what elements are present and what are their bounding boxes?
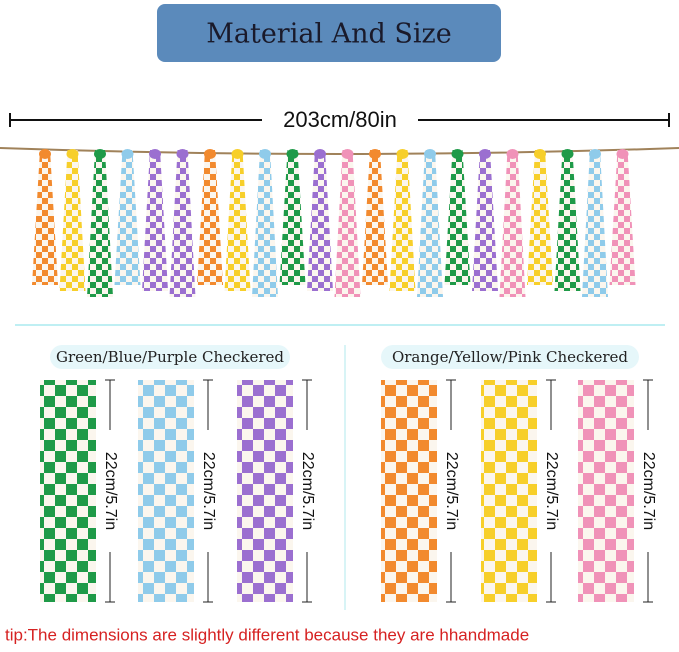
knot bbox=[66, 149, 79, 159]
knot bbox=[314, 149, 326, 159]
knot bbox=[396, 149, 409, 159]
knot bbox=[231, 149, 244, 159]
group-label-box bbox=[381, 345, 639, 369]
width-dimension bbox=[9, 113, 670, 127]
knot bbox=[589, 149, 601, 159]
tassel bbox=[252, 150, 278, 297]
tip: tip:The dimensions are slightly differen… bbox=[5, 625, 529, 644]
strip-size: 22cm/5.7in bbox=[200, 452, 217, 530]
title: Material And Size bbox=[206, 19, 452, 50]
tassel bbox=[499, 150, 526, 297]
knot bbox=[259, 149, 271, 159]
tassel bbox=[472, 150, 498, 291]
knot bbox=[149, 149, 161, 159]
garland bbox=[32, 149, 636, 297]
strip bbox=[138, 380, 194, 602]
tassel bbox=[87, 150, 113, 297]
strip bbox=[381, 380, 437, 602]
tassel bbox=[582, 150, 608, 297]
tassel bbox=[554, 150, 581, 291]
knot bbox=[286, 149, 299, 159]
width-label: 203cm/80in bbox=[283, 107, 397, 132]
knot bbox=[506, 149, 519, 159]
tassel bbox=[609, 150, 636, 285]
tassel bbox=[197, 150, 223, 285]
group-label: Orange/Yellow/Pink Checkered bbox=[392, 348, 628, 366]
knot bbox=[561, 149, 574, 159]
knot bbox=[204, 149, 216, 159]
knot bbox=[176, 149, 189, 159]
tassel bbox=[142, 150, 168, 291]
knot bbox=[534, 149, 546, 159]
tassel bbox=[59, 150, 86, 291]
strip bbox=[237, 380, 293, 602]
strip-size: 22cm/5.7in bbox=[543, 452, 560, 530]
strip bbox=[481, 380, 537, 602]
group-label: Green/Blue/Purple Checkered bbox=[56, 348, 284, 366]
strip bbox=[40, 380, 96, 602]
tassel bbox=[334, 150, 361, 297]
strip-size: 22cm/5.7in bbox=[640, 452, 657, 530]
tassel bbox=[224, 150, 251, 291]
knot bbox=[39, 149, 51, 159]
tassel bbox=[389, 150, 416, 291]
tassel bbox=[444, 150, 471, 285]
tassel bbox=[307, 150, 333, 291]
tassel bbox=[169, 150, 196, 297]
knot bbox=[479, 149, 491, 159]
knot bbox=[341, 149, 354, 159]
tassel bbox=[527, 150, 553, 285]
strip-groups: Green/Blue/Purple Checkered 22cm/5.7in 22c… bbox=[40, 345, 657, 603]
tassel bbox=[114, 150, 141, 285]
strip-size: 22cm/5.7in bbox=[299, 452, 316, 530]
title-box bbox=[157, 4, 501, 62]
knot bbox=[616, 149, 629, 159]
tassel bbox=[32, 150, 58, 285]
tassel bbox=[279, 150, 306, 285]
knot bbox=[451, 149, 464, 159]
knot bbox=[369, 149, 381, 159]
strip bbox=[578, 380, 634, 602]
group-label-box bbox=[50, 345, 290, 369]
knot bbox=[121, 149, 134, 159]
knot bbox=[94, 149, 106, 159]
knot bbox=[424, 149, 436, 159]
strip-size: 22cm/5.7in bbox=[102, 452, 119, 530]
tassel bbox=[417, 150, 443, 297]
strip-size: 22cm/5.7in bbox=[443, 452, 460, 530]
tassel bbox=[362, 150, 388, 285]
